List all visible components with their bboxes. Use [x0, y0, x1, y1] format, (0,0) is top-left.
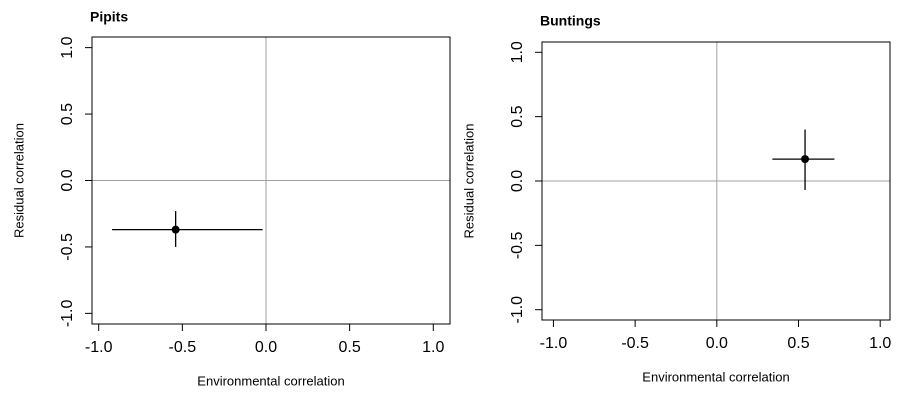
y-tick-label: -0.5: [509, 231, 526, 259]
x-tick-label: -1.0: [540, 335, 568, 352]
y-tick-label: 0.0: [59, 169, 76, 191]
y-tick-label: 0.5: [509, 105, 526, 127]
x-tick-label: 1.0: [422, 339, 444, 356]
x-tick-label: -0.5: [621, 335, 649, 352]
x-tick-label: 0.5: [339, 339, 361, 356]
y-tick-label: -1.0: [509, 296, 526, 324]
x-tick-label: 0.0: [706, 335, 728, 352]
x-tick-label: 0.0: [255, 339, 277, 356]
chart-title: Buntings: [540, 13, 601, 29]
y-tick-label: -1.0: [59, 299, 76, 327]
y-tick-label: 0.0: [509, 170, 526, 192]
y-tick-label: 0.5: [59, 103, 76, 125]
x-tick-label: -0.5: [169, 339, 197, 356]
chart-title: Pipits: [90, 9, 128, 25]
point: [171, 225, 180, 234]
x-tick-label: 0.5: [787, 335, 809, 352]
y-axis-label: Residual correlation: [461, 124, 476, 239]
y-tick-label: -0.5: [59, 233, 76, 261]
y-tick-label: 1.0: [509, 41, 526, 63]
x-axis-label: Environmental correlation: [642, 369, 789, 384]
x-axis-label: Environmental correlation: [197, 373, 344, 388]
point: [801, 155, 810, 164]
x-tick-label: -1.0: [85, 339, 113, 356]
x-tick-label: 1.0: [869, 335, 891, 352]
y-axis-label: Residual correlation: [11, 123, 26, 238]
y-tick-label: 1.0: [59, 36, 76, 58]
